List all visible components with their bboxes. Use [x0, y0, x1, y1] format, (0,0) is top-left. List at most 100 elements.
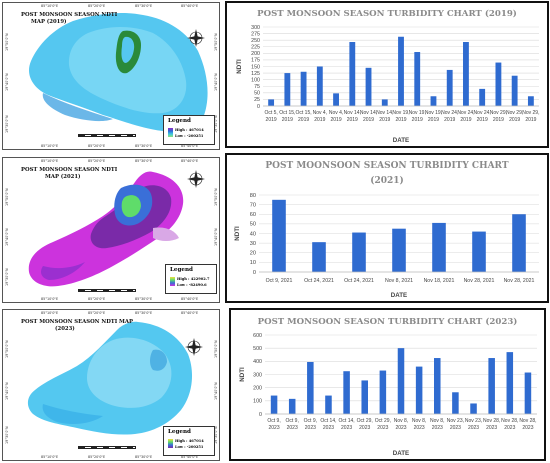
bar: [284, 73, 291, 106]
x-tick-label: Nov 29, 2019: [522, 110, 539, 123]
map-image-2019: [28, 13, 208, 132]
coord-top: 85°40'0"E: [181, 4, 199, 8]
y-axis-label: NDTI: [234, 226, 241, 241]
bar: [479, 88, 486, 106]
bar: [432, 222, 446, 272]
chart-panel-2021: POST MOONSOON SEASON TURBIDITY CHART (202…: [225, 153, 549, 303]
coord-left: 19°30'0"N: [5, 426, 9, 444]
coord-bottom: 85°30'0"E: [135, 455, 153, 459]
y-tick-label: 125: [251, 71, 260, 77]
x-tick-label: Oct 24, 2021: [344, 278, 374, 284]
bar: [379, 370, 387, 414]
y-tick-label: 0: [259, 412, 262, 418]
x-tick-label: Nov 14, 2019: [376, 110, 393, 123]
bar: [352, 232, 366, 272]
x-tick-label: Nov 4, 2019: [329, 110, 343, 123]
coord-left: 19°30'0"N: [5, 115, 9, 133]
y-tick-label: 150: [251, 64, 260, 70]
coord-bottom: 85°40'0"E: [181, 455, 199, 459]
x-tick-label: Oct 9, 2023: [304, 418, 317, 431]
x-tick-label: Nov 19, 2019: [409, 110, 426, 123]
x-tick-label: Oct 15, 2019: [279, 110, 295, 123]
map-panel-2019: POST MONSOON SEASON NDTI MAP (2019) 85°1…: [2, 2, 220, 150]
chart-panel-2019: POST MONSOON SEASON TURBIDITY CHART (201…: [225, 1, 549, 148]
coord-top: 85°10'0"E: [41, 4, 59, 8]
map-title-line2: MAP (2019): [31, 18, 67, 25]
coord-bottom: 85°40'0"E: [181, 297, 199, 301]
bar: [506, 352, 514, 414]
coord-bottom: 85°10'0"E: [41, 144, 59, 148]
x-tick-label: Nov 23, 2023: [447, 418, 464, 431]
bar: [524, 372, 532, 414]
y-tick-label: 300: [253, 372, 262, 378]
map-title-line2: MAP (2021): [45, 173, 81, 180]
coord-left: 19°50'0"N: [5, 188, 9, 206]
coord-top: 85°30'0"E: [135, 4, 153, 8]
bar: [312, 242, 326, 272]
x-tick-label: Oct 9, 2021: [266, 278, 293, 284]
coord-bottom: 85°20'0"E: [88, 144, 106, 148]
scale-bar: [78, 134, 136, 137]
y-tick-label: 275: [251, 31, 260, 37]
turbidity-chart-2019: POST MONSOON SEASON TURBIDITY CHART (201…: [236, 8, 539, 144]
bar: [430, 96, 437, 106]
bar: [511, 75, 518, 106]
x-tick-label: Nov 28, 2023: [483, 418, 500, 431]
bar: [365, 67, 372, 106]
bar: [414, 52, 421, 106]
coord-top: 85°40'0"E: [181, 159, 199, 163]
bar: [527, 96, 534, 106]
turbidity-chart-2021: POST MOONSOON SEASON TURBIDITY CHART (202…: [234, 161, 539, 299]
bar: [349, 42, 356, 106]
coord-bottom: 85°30'0"E: [135, 144, 153, 148]
coord-left: 19°30'0"N: [5, 268, 9, 286]
x-tick-label: Oct 15, 2019: [296, 110, 312, 123]
map-panel-2021: POST MONSOON SEASON NDTI MAP (2021) 85°1…: [2, 157, 220, 303]
x-tick-label: Nov 29, 2019: [506, 110, 523, 123]
y-tick-label: 50: [250, 222, 256, 228]
bar: [307, 361, 314, 414]
north-arrow-icon: [185, 338, 203, 356]
x-tick-label: Oct 14, 2023: [320, 418, 336, 431]
bar: [397, 348, 405, 414]
turbidity-chart-2023: POST MONSOON SEASON TURBIDITY CHART (202…: [239, 316, 537, 457]
y-tick-label: 400: [253, 359, 262, 365]
x-tick-label: Nov 18, 2021: [424, 278, 455, 284]
bar: [288, 398, 296, 414]
bar: [472, 231, 486, 272]
x-tick-label: Nov 8, 2023: [412, 418, 426, 431]
coord-top: 85°20'0"E: [88, 4, 106, 8]
coord-left: 19°50'0"N: [5, 340, 9, 358]
x-tick-label: Nov 4, 2019: [313, 110, 327, 123]
y-axis-label: NDTI: [236, 59, 243, 74]
bar: [333, 93, 339, 106]
coord-top: 85°20'0"E: [88, 311, 106, 315]
legend-swatch: [170, 277, 175, 286]
bar: [272, 199, 286, 272]
coord-top: 85°10'0"E: [41, 159, 59, 163]
x-tick-label: Nov 14, 2019: [360, 110, 377, 123]
x-tick-label: Nov 24, 2019: [441, 110, 458, 123]
coord-right: 19°40'0"N: [214, 228, 218, 246]
y-tick-label: 200: [253, 385, 262, 391]
x-tick-label: Nov 19, 2019: [425, 110, 442, 123]
coord-top: 85°30'0"E: [135, 159, 153, 163]
x-tick-label: Nov 29, 2019: [490, 110, 507, 123]
map-title-2023: POST MONSOON SEASON NDTI MAP (2023): [21, 319, 133, 332]
x-tick-label: Nov 28, 2021: [464, 278, 495, 284]
legend-title: Legend: [168, 118, 191, 124]
x-tick-label: Oct 5, 2019: [264, 110, 277, 123]
coord-right: 19°50'0"N: [214, 188, 218, 206]
chart-title-line1: POST MOONSOON SEASON TURBIDITY CHART: [265, 161, 508, 171]
coord-bottom: 85°40'0"E: [181, 144, 199, 148]
coord-right: 19°40'0"N: [214, 73, 218, 91]
bar: [270, 395, 278, 414]
coord-right: 19°50'0"N: [214, 340, 218, 358]
bar: [268, 99, 275, 106]
y-tick-label: 25: [254, 97, 260, 103]
coord-left: 19°50'0"N: [5, 33, 9, 51]
x-tick-label: Nov 8, 2023: [430, 418, 444, 431]
coord-top: 85°10'0"E: [41, 311, 59, 315]
coord-bottom: 85°10'0"E: [41, 297, 59, 301]
coord-left: 19°40'0"N: [5, 382, 9, 400]
